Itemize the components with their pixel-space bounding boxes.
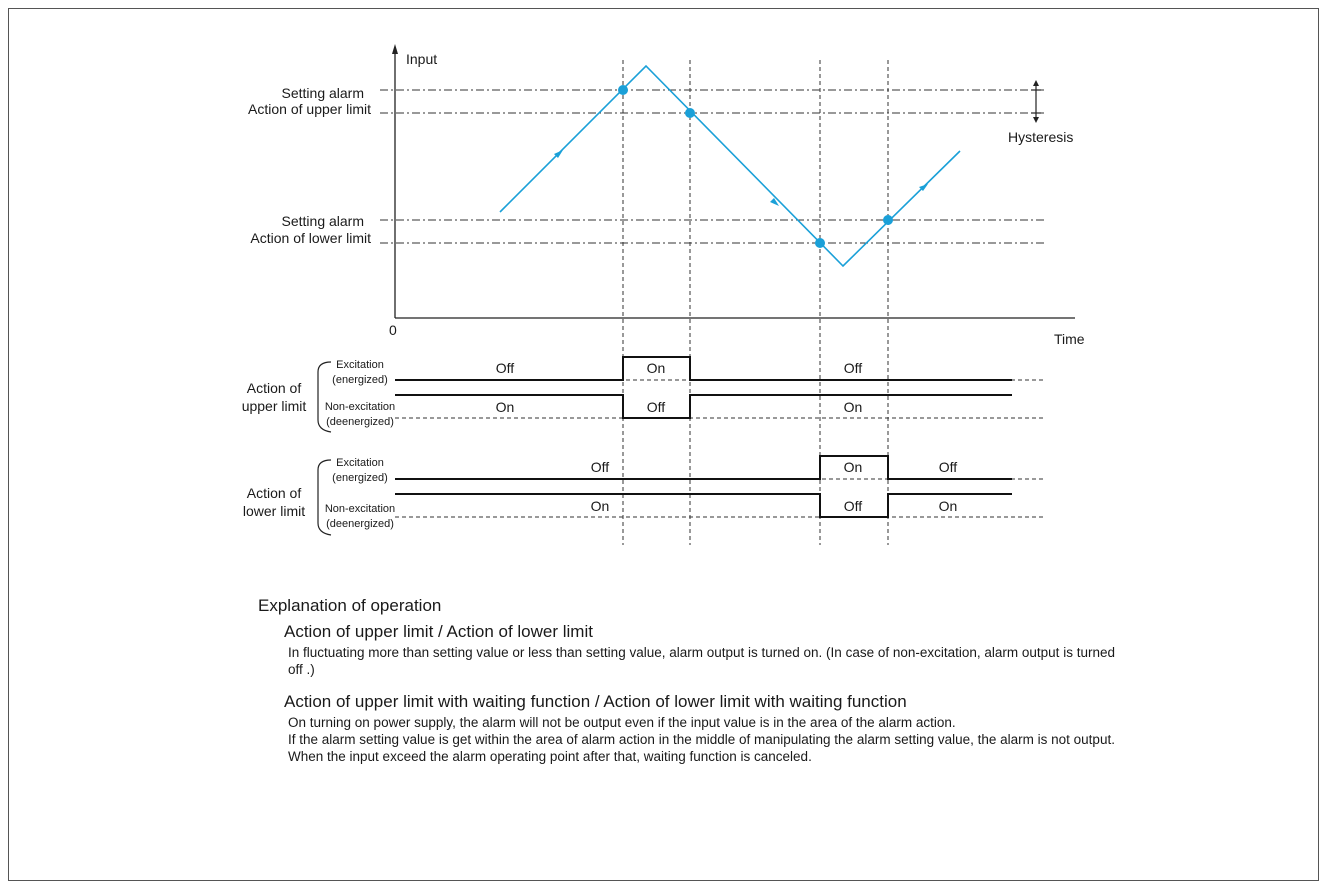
lower-exc-state-2: On (844, 459, 863, 475)
x-axis-label: Time (1054, 331, 1085, 347)
input-signal-trace (499, 64, 961, 268)
explanation-heading: Explanation of operation (258, 596, 442, 615)
arrow-up-right-icon-1 (554, 150, 563, 158)
upper-excitation-label-2: (energized) (332, 374, 388, 386)
origin-label: 0 (389, 322, 397, 338)
arrow-up-right-icon-2 (919, 184, 928, 191)
lower-excitation-label-2: (energized) (332, 472, 388, 484)
lower-nonexc-state-1: On (591, 498, 610, 514)
section1-title: Action of upper limit / Action of lower … (284, 622, 593, 641)
group-lower-title-2: lower limit (243, 503, 305, 519)
figure-frame (8, 8, 1319, 881)
group-upper-title-2: upper limit (242, 398, 307, 414)
lower-setting-label-2: Action of lower limit (250, 230, 371, 246)
section2-body-2: If the alarm setting value is get within… (288, 732, 1115, 747)
y-axis-label: Input (406, 51, 437, 67)
upper-nonexc-state-1: On (496, 399, 515, 415)
lower-excitation-label-1: Excitation (336, 457, 384, 469)
upper-exc-state-2: On (647, 360, 666, 376)
lower-nonexc-state-2: Off (844, 498, 863, 514)
hysteresis-label: Hysteresis (1008, 129, 1073, 145)
lower-nonexc-label-2: (deenergized) (326, 518, 394, 530)
upper-nonexc-state-2: Off (647, 399, 666, 415)
upper-setting-label-1: Setting alarm (282, 85, 364, 101)
explanation-section: Explanation of operation Action of upper… (258, 596, 1118, 765)
crossing-dot-4 (883, 215, 893, 225)
y-axis-arrow-icon (392, 44, 398, 54)
group-upper-title-1: Action of (247, 380, 302, 396)
upper-excitation-label-1: Excitation (336, 359, 384, 371)
lower-excitation-signal (395, 455, 1012, 480)
crossing-dot-1 (618, 85, 628, 95)
upper-exc-state-1: Off (496, 360, 515, 376)
arrow-down-right-icon-1 (770, 198, 779, 206)
section2-body-3: When the input exceed the alarm operatin… (288, 749, 812, 764)
lower-setting-label-1: Setting alarm (282, 213, 364, 229)
section2-title: Action of upper limit with waiting funct… (284, 692, 907, 711)
section1-body: In fluctuating more than setting value o… (288, 645, 1115, 677)
crossing-dot-2 (685, 108, 695, 118)
lower-nonexc-state-3: On (939, 498, 958, 514)
group-upper-brace (317, 361, 332, 433)
trace-direction-arrows (554, 150, 928, 206)
upper-exc-state-3: Off (844, 360, 863, 376)
upper-setting-label-2: Action of upper limit (248, 101, 371, 117)
upper-nonexc-signal (395, 394, 1012, 419)
lower-nonexc-signal (395, 493, 1012, 518)
upper-excitation-signal (395, 356, 1012, 381)
lower-exc-state-3: Off (939, 459, 958, 475)
lower-nonexc-label-1: Non-excitation (325, 503, 395, 515)
spacer (258, 678, 1118, 692)
lower-exc-state-1: Off (591, 459, 610, 475)
crossing-dot-3 (815, 238, 825, 248)
upper-nonexc-state-3: On (844, 399, 863, 415)
section2-body-1: On turning on power supply, the alarm wi… (288, 715, 956, 730)
upper-nonexc-label-1: Non-excitation (325, 401, 395, 413)
group-lower-brace (317, 459, 332, 536)
hysteresis-marker (1031, 80, 1041, 123)
group-lower-title-1: Action of (247, 485, 302, 501)
upper-nonexc-label-2: (deenergized) (326, 416, 394, 428)
